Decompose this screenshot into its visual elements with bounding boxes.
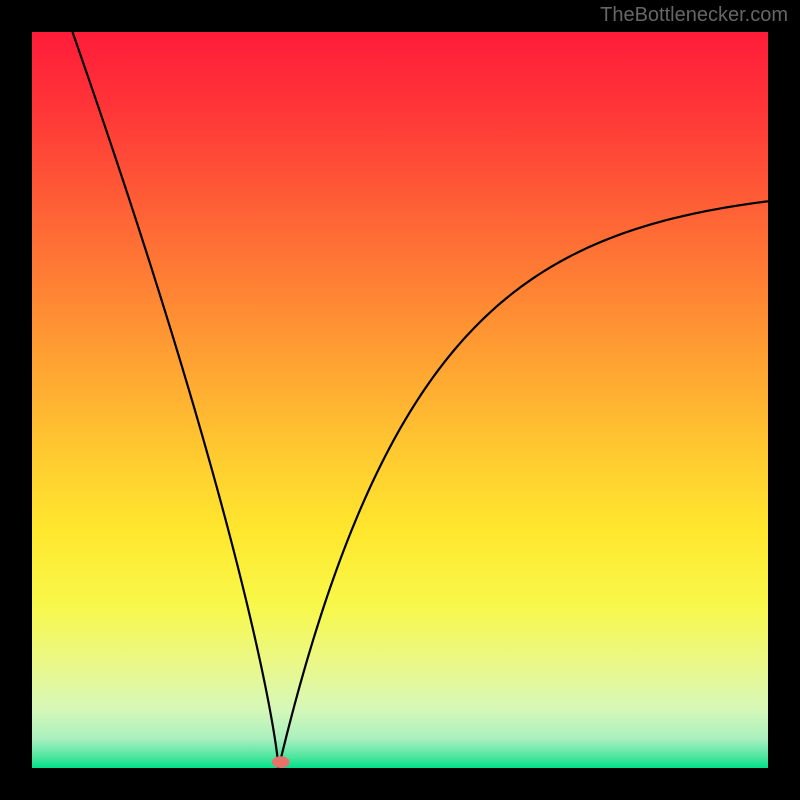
watermark-text: TheBottlenecker.com <box>600 4 788 27</box>
bottleneck-chart: TheBottlenecker.com <box>0 0 800 800</box>
min-marker <box>272 756 290 768</box>
chart-svg <box>0 0 800 800</box>
